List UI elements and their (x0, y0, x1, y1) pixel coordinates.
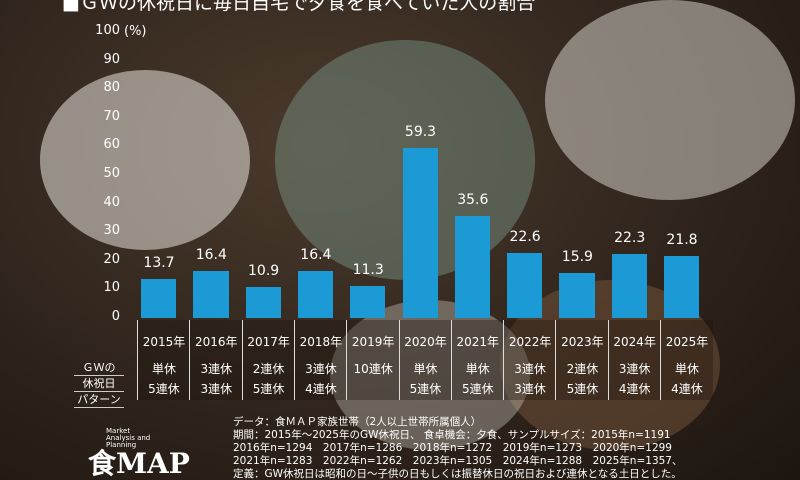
data-label: 10.9 (248, 262, 280, 279)
row-header-line: パターン (74, 392, 124, 408)
pattern-1: 3連休 (618, 362, 651, 376)
table-column: 2023年 2連休 5連休 (555, 320, 609, 400)
data-label: 13.7 (143, 254, 175, 271)
footnotes: データ：食ＭＡＰ家族世帯（2人以上世帯所属個人） 期間：2015年～2025年の… (233, 416, 682, 480)
y-tick-label: 70 (103, 108, 120, 124)
table-column: 2016年 3連休 3連休 (189, 320, 243, 400)
y-tick-label: 10 (103, 280, 120, 296)
table-column: 2021年単休 5連休 (450, 320, 504, 400)
table-column: 2020年単休 5連休 (398, 320, 452, 400)
logo-text: 食MAP (88, 447, 190, 480)
table-column: 2024年 3連休 4連休 (607, 320, 661, 400)
row-header-line: ＧＷの (74, 360, 124, 376)
y-tick-label: 40 (103, 194, 120, 210)
pattern-1: 2連休 (252, 362, 285, 376)
bar-2019年 (350, 285, 386, 318)
row-header: ＧＷの 休祝日 パターン (74, 360, 124, 408)
table-column: 2022年 3連休 3連休 (503, 320, 557, 400)
bar-2023年 (559, 272, 595, 318)
y-tick-label: 20 (103, 251, 120, 267)
pattern-2: 5連休 (148, 382, 180, 396)
plate-decoration (545, 0, 795, 200)
year-label: 2019年 (351, 335, 395, 349)
pattern-2: 5連休 (409, 382, 442, 396)
y-tick-label: 80 (103, 80, 120, 96)
bar-2024年 (611, 254, 647, 318)
y-tick-label: 50 (103, 166, 120, 181)
data-label: 22.6 (509, 229, 541, 246)
bar-2017年 (245, 286, 281, 318)
bar-2025年 (664, 255, 700, 318)
y-tick-label: 100 (95, 23, 120, 38)
year-label: 2016年 (195, 335, 238, 349)
data-label: 35.6 (457, 192, 489, 209)
year-label: 2015年 (142, 335, 186, 349)
pattern-2: 5連休 (461, 382, 494, 396)
y-tick-label: 30 (103, 223, 120, 239)
pattern-1: 10連休 (353, 362, 393, 376)
pattern-2: 4連休 (305, 382, 337, 396)
pattern-1: 単休 (151, 362, 176, 376)
data-label: 22.3 (614, 230, 646, 247)
y-tick-label: 0 (111, 309, 120, 324)
pattern-2: 5連休 (252, 382, 285, 396)
bar-2015年 (141, 278, 177, 318)
note-line: 2016年n=1294 2017年n=1286 2018年n=1272 2019… (233, 442, 672, 454)
table-column: 2017年 2連休 5連休 (241, 320, 295, 400)
data-label: 15.9 (561, 248, 593, 265)
bar-2021年 (454, 216, 491, 318)
data-label: 59.3 (404, 124, 437, 141)
note-line: 期間：2015年～2025年のGW休祝日、 食卓機会：夕食、サンプルサイズ：20… (233, 429, 671, 441)
logo-subtitle: Market Analysis and Planning (106, 427, 151, 449)
note-line: 2021年n=1283 2022年n=1262 2023年n=1305 2024… (233, 455, 683, 467)
pattern-1: 3連休 (514, 362, 546, 376)
y-axis-unit: (%) (124, 24, 147, 39)
note-line: データ：食ＭＡＰ家族世帯（2人以上世帯所属個人） (233, 416, 482, 428)
year-label: 2023年 (561, 335, 604, 349)
y-tick-label: 90 (103, 51, 120, 67)
row-header-line: 休祝日 (74, 376, 124, 392)
year-label: 2017年 (247, 335, 290, 349)
table-column: 2019年 10連休 (346, 320, 400, 400)
pattern-1: 3連休 (200, 362, 233, 376)
data-label: 16.4 (300, 247, 332, 264)
pattern-2: 3連休 (200, 382, 233, 396)
bar-2020年 (402, 148, 438, 318)
pattern-2: 4連休 (618, 382, 651, 396)
bar-2016年 (193, 271, 229, 318)
data-label: 21.8 (666, 231, 698, 248)
table-column: 2025年単休 4連休 (660, 320, 713, 400)
note-line: 定義：GW休祝日は昭和の日～子供の日もしくは振替休日の祝日および連休となる土日と… (233, 468, 682, 480)
pattern-1: 単休 (465, 362, 490, 376)
year-label: 2022年 (508, 335, 552, 349)
plate-decoration (330, 300, 530, 450)
pattern-1: 単休 (674, 362, 699, 376)
year-label: 2021年 (456, 335, 500, 349)
bar-2022年 (507, 253, 543, 318)
pattern-2: 5連休 (566, 382, 599, 396)
pattern-1: 単休 (413, 362, 438, 376)
year-label: 2024年 (613, 335, 656, 349)
pattern-1: 3連休 (305, 362, 337, 376)
data-label: 11.3 (352, 261, 384, 278)
year-label: 2020年 (404, 335, 447, 349)
chart-title: ■ＧＷの休祝日に毎日自宅で夕食を食べていた人の割合 (62, 0, 536, 14)
pattern-1: 2連休 (566, 362, 599, 376)
shokumap-logo: Market Analysis and Planning 食MAP (88, 428, 190, 479)
table-column: 2018年 3連休 4連休 (293, 320, 347, 400)
pattern-2: 3連休 (514, 382, 546, 396)
pattern-2: 4連休 (671, 382, 703, 396)
y-tick-label: 60 (103, 137, 120, 153)
year-label: 2018年 (299, 335, 343, 349)
plate-decoration (40, 70, 250, 250)
table-column: 2015年単休 5連休 (137, 320, 190, 400)
year-label: 2025年 (665, 335, 709, 349)
bar-2018年 (297, 271, 334, 318)
data-label: 16.4 (195, 247, 227, 264)
